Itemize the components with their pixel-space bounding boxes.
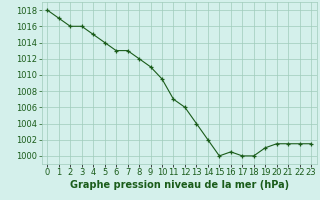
X-axis label: Graphe pression niveau de la mer (hPa): Graphe pression niveau de la mer (hPa)	[70, 180, 289, 190]
